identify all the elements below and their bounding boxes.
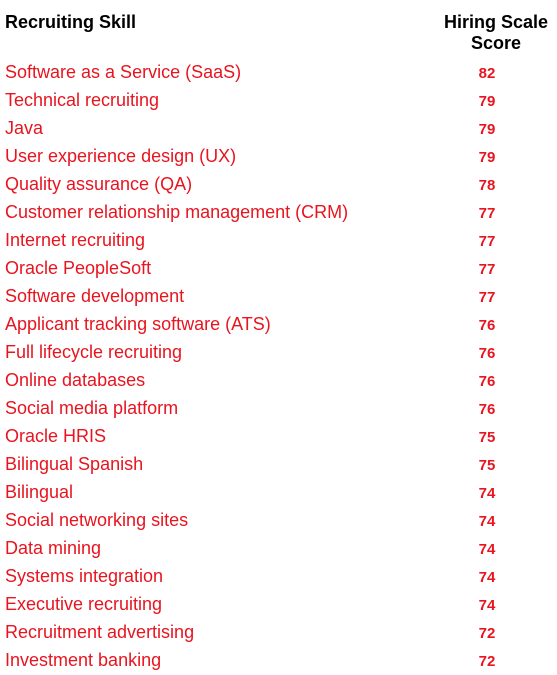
score-value: 76 (478, 345, 496, 362)
skill-label: Technical recruiting (5, 90, 160, 110)
score-value: 76 (478, 373, 496, 390)
score-value: 74 (478, 569, 496, 586)
skill-label: Software as a Service (SaaS) (5, 62, 242, 82)
score-value: 79 (478, 149, 496, 166)
table-row: Oracle HRIS 75 (0, 423, 557, 451)
table-row: Full lifecycle recruiting 76 (0, 339, 557, 367)
table-row: Java 79 (0, 115, 557, 143)
skill-label: Internet recruiting (5, 230, 146, 250)
skill-label: Social media platform (5, 398, 179, 418)
skill-label: Software development (5, 286, 185, 306)
table-row: Bilingual 74 (0, 479, 557, 507)
skill-label: Systems integration (5, 566, 164, 586)
score-value: 77 (478, 233, 496, 250)
table-row: Online databases 76 (0, 367, 557, 395)
table-row: Investment banking 72 (0, 647, 557, 675)
table-row: Applicant tracking software (ATS) 76 (0, 311, 557, 339)
table-body: Software as a Service (SaaS) 82 Technical … (0, 59, 557, 675)
skill-label: Executive recruiting (5, 594, 163, 614)
skill-label: Investment banking (5, 650, 162, 670)
skill-label: Recruitment advertising (5, 622, 195, 642)
score-value: 82 (478, 65, 496, 82)
skill-label: Customer relationship management (CRM) (5, 202, 349, 222)
table-row: Social media platform 76 (0, 395, 557, 423)
table-row: Customer relationship management (CRM) 77 (0, 199, 557, 227)
table-row: Recruitment advertising 72 (0, 619, 557, 647)
table-row: Systems integration 74 (0, 563, 557, 591)
table-row: Social networking sites 74 (0, 507, 557, 535)
skill-label: Online databases (5, 370, 146, 390)
skill-label: Bilingual Spanish (5, 454, 144, 474)
skill-label: Social networking sites (5, 510, 189, 530)
score-value: 78 (478, 177, 496, 194)
score-value: 79 (478, 121, 496, 138)
score-value: 77 (478, 261, 496, 278)
header-recruiting-skill: Recruiting Skill (5, 12, 137, 32)
table-row: Internet recruiting 77 (0, 227, 557, 255)
score-value: 74 (478, 485, 496, 502)
score-value: 74 (478, 597, 496, 614)
score-value: 74 (478, 541, 496, 558)
header-hiring-scale-score: Hiring Scale Score (441, 12, 551, 54)
score-value: 77 (478, 289, 496, 306)
score-value: 72 (478, 625, 496, 642)
table-row: Data mining 74 (0, 535, 557, 563)
table-row: Software as a Service (SaaS) 82 (0, 59, 557, 87)
score-value: 72 (478, 653, 496, 670)
table-header: Recruiting Skill Hiring Scale Score (0, 0, 557, 58)
table-row: Bilingual Spanish 75 (0, 451, 557, 479)
score-value: 76 (478, 401, 496, 418)
skill-label: User experience design (UX) (5, 146, 237, 166)
table-row: Software development 77 (0, 283, 557, 311)
table-row: Quality assurance (QA) 78 (0, 171, 557, 199)
table-row: Executive recruiting 74 (0, 591, 557, 619)
skill-label: Data mining (5, 538, 102, 558)
score-value: 75 (478, 429, 496, 446)
skill-label: Oracle PeopleSoft (5, 258, 152, 278)
header-score-line2: Score (470, 33, 522, 53)
skill-label: Oracle HRIS (5, 426, 107, 446)
score-value: 77 (478, 205, 496, 222)
skill-label: Full lifecycle recruiting (5, 342, 183, 362)
header-score-line1: Hiring Scale (443, 12, 549, 32)
table-row: User experience design (UX) 79 (0, 143, 557, 171)
score-value: 79 (478, 93, 496, 110)
score-value: 76 (478, 317, 496, 334)
score-value: 74 (478, 513, 496, 530)
table-row: Oracle PeopleSoft 77 (0, 255, 557, 283)
skill-label: Bilingual (5, 482, 74, 502)
skill-label: Applicant tracking software (ATS) (5, 314, 271, 334)
skill-label: Java (5, 118, 44, 138)
table-row: Technical recruiting 79 (0, 87, 557, 115)
score-value: 75 (478, 457, 496, 474)
skill-label: Quality assurance (QA) (5, 174, 193, 194)
